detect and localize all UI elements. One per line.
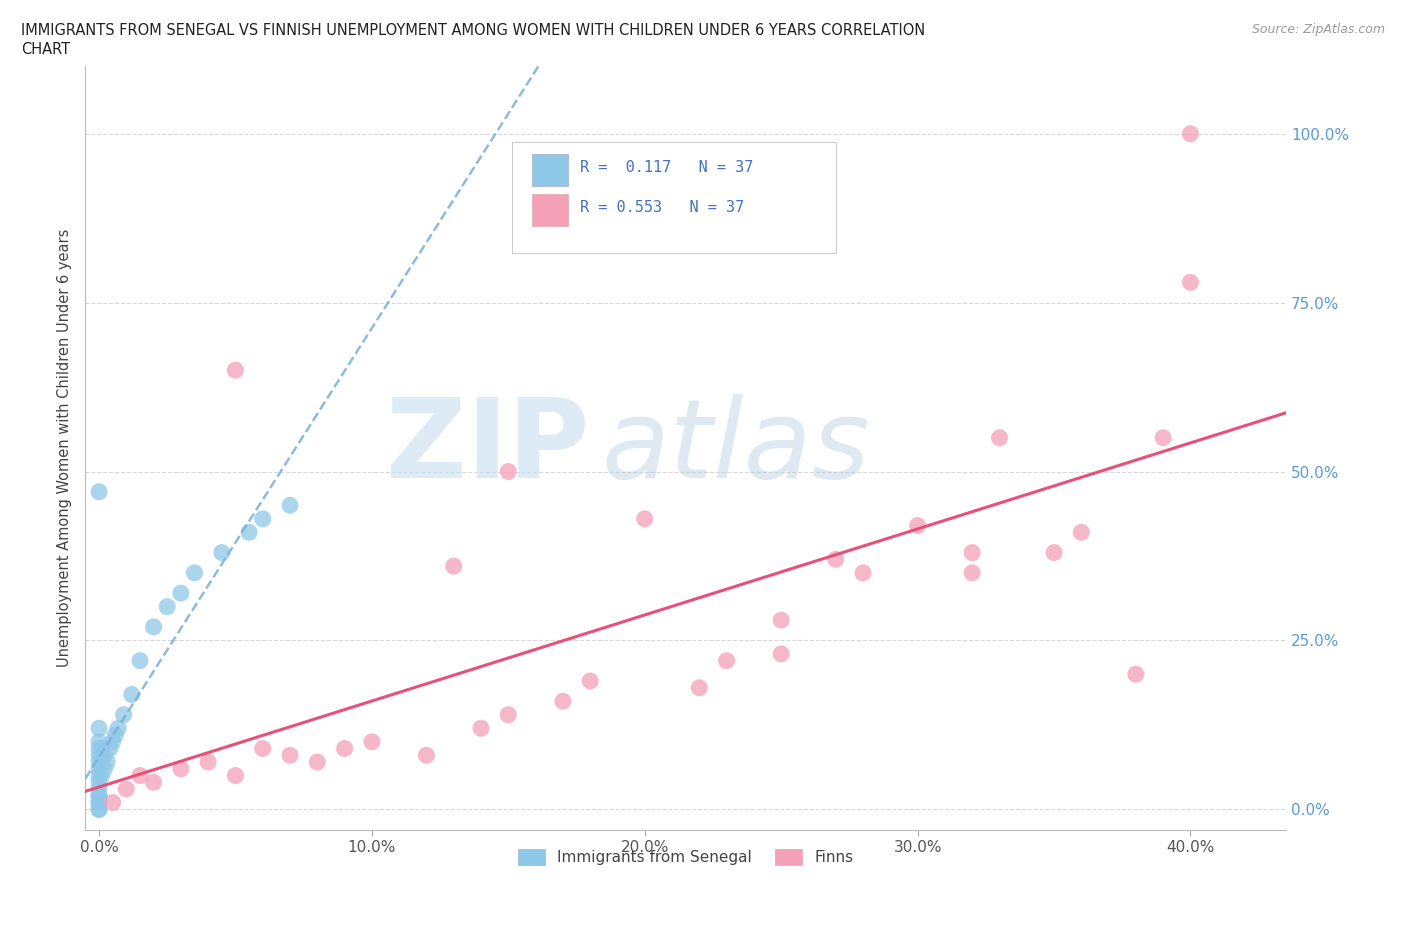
FancyBboxPatch shape (512, 142, 835, 253)
Point (960, 545, 983, 560)
Point (87, 795, 110, 810)
Point (988, 431, 1011, 445)
Point (333, 741, 356, 756)
Point (107, 721, 129, 736)
Point (360, 735, 382, 750)
Text: atlas: atlas (602, 394, 870, 501)
Point (87, 789, 110, 804)
Point (551, 694, 574, 709)
Point (852, 565, 875, 580)
Point (170, 586, 193, 601)
Point (90, 754, 112, 769)
Point (90, 741, 112, 756)
Point (824, 551, 846, 566)
Point (1070, 525, 1092, 539)
Point (688, 680, 710, 695)
Point (142, 619, 165, 634)
Point (87, 754, 110, 769)
Point (93, 748, 115, 763)
Point (90, 768, 112, 783)
Point (252, 741, 274, 756)
Point (170, 762, 193, 777)
Point (87, 741, 110, 756)
Point (716, 653, 738, 668)
Point (1152, 431, 1174, 445)
Legend: Immigrants from Senegal, Finns: Immigrants from Senegal, Finns (512, 844, 860, 871)
Point (104, 727, 127, 742)
Point (87, 748, 110, 763)
Point (1125, 667, 1147, 682)
Point (238, 525, 260, 539)
Point (498, 708, 520, 723)
Point (415, 748, 437, 763)
Point (115, 781, 138, 796)
Point (470, 721, 492, 736)
Point (129, 653, 152, 668)
Point (498, 464, 520, 479)
Point (87, 485, 110, 499)
Point (87, 781, 110, 796)
Point (156, 599, 179, 614)
Point (87, 775, 110, 790)
Point (96, 754, 118, 769)
Text: IMMIGRANTS FROM SENEGAL VS FINNISH UNEMPLOYMENT AMONG WOMEN WITH CHILDREN UNDER : IMMIGRANTS FROM SENEGAL VS FINNISH UNEMP… (21, 23, 925, 38)
Point (960, 565, 983, 580)
Text: R =  0.117   N = 37: R = 0.117 N = 37 (581, 160, 754, 175)
Point (1043, 545, 1066, 560)
Point (87, 762, 110, 777)
Point (443, 559, 465, 574)
Point (98, 741, 121, 756)
Bar (531, 154, 568, 186)
Point (224, 363, 246, 378)
Point (278, 748, 301, 763)
Point (278, 498, 301, 512)
Text: Source: ZipAtlas.com: Source: ZipAtlas.com (1251, 23, 1385, 36)
Point (211, 545, 233, 560)
Point (907, 518, 929, 533)
Point (224, 768, 246, 783)
Point (770, 646, 793, 661)
Point (101, 735, 124, 750)
Point (252, 512, 274, 526)
Point (579, 673, 602, 688)
Y-axis label: Unemployment Among Women with Children Under 6 years: Unemployment Among Women with Children U… (58, 229, 72, 667)
Text: ZIP: ZIP (387, 394, 589, 501)
Point (87, 802, 110, 817)
Point (183, 565, 205, 580)
Point (87, 721, 110, 736)
Point (112, 708, 135, 723)
Text: R = 0.553   N = 37: R = 0.553 N = 37 (581, 200, 744, 215)
Point (770, 613, 793, 628)
Point (87, 789, 110, 804)
Point (93, 762, 115, 777)
Point (1180, 275, 1202, 290)
Point (87, 802, 110, 817)
Point (129, 768, 152, 783)
Point (307, 754, 329, 769)
Point (101, 795, 124, 810)
Point (87, 735, 110, 750)
Point (87, 795, 110, 810)
Point (197, 754, 219, 769)
Point (142, 775, 165, 790)
Point (121, 687, 143, 702)
Text: CHART: CHART (21, 42, 70, 57)
Bar (531, 194, 568, 227)
Point (634, 512, 657, 526)
Point (1180, 126, 1202, 141)
Point (87, 768, 110, 783)
